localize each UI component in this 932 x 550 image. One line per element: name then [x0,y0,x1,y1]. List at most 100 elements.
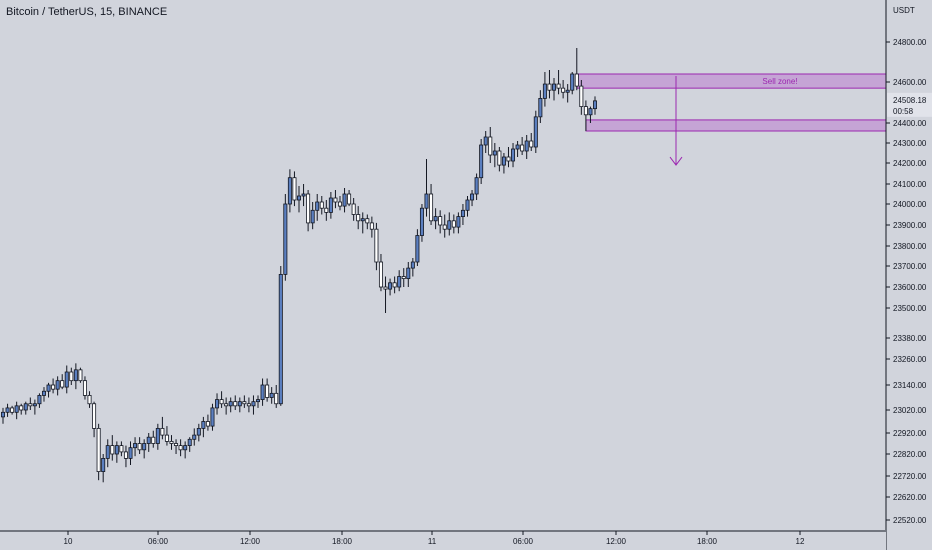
candle-body [242,401,247,405]
candle-body [101,457,106,472]
price-tick-label: 23020.00 [893,406,927,415]
candle-body [174,443,179,446]
time-tick-label: 11 [428,537,437,546]
candle-body [41,390,46,396]
candle-body [192,434,197,440]
candle-body [73,369,78,382]
candle-body [310,209,315,224]
candle-body [460,209,465,218]
candle-body [205,421,210,427]
candle-body [224,403,229,407]
candle-body [228,401,233,407]
candle-body [78,369,83,382]
candle-body [265,384,270,398]
candle-body [492,150,497,156]
candle-body [315,201,320,211]
candle-body [119,445,124,453]
candle-body [183,445,188,451]
price-tick-label: 22620.00 [893,493,927,502]
price-axis-currency: USDT [893,6,915,15]
price-tick-label: 23500.00 [893,304,927,313]
time-tick-label: 06:00 [513,537,534,546]
candle-body [306,193,311,224]
candle-body [392,282,397,288]
candle-body [23,403,28,411]
candle-body [319,201,324,209]
price-tick-label: 23800.00 [893,242,927,251]
candle-body [201,421,206,429]
candle-body [561,87,566,93]
candle-body [556,83,561,89]
candle-body [151,436,156,444]
candle-body [465,199,470,211]
candle-body [538,98,543,118]
candle-body [456,216,461,228]
price-axis-panel [886,0,932,550]
candle-body [415,235,420,263]
candle-body [28,403,33,407]
candle-body [137,443,142,451]
price-tick-label: 24000.00 [893,200,927,209]
candle-body [369,222,374,230]
candle-body [251,401,256,407]
candle-body [110,445,115,455]
candle-body [479,144,484,179]
candle-body [10,407,15,413]
candle-body [501,156,506,166]
candle-body [105,445,110,459]
price-tick-label: 22920.00 [893,429,927,438]
time-tick-label: 10 [64,537,73,546]
candle-body [424,193,429,209]
candle-body [433,216,438,222]
candle-body [215,399,220,409]
candle-body [451,220,456,228]
candle-body [133,443,138,449]
candle-body [178,445,183,451]
candle-body [333,197,338,203]
candle-body [342,193,347,207]
candle-body [397,276,402,288]
price-tick-label: 23900.00 [893,221,927,230]
candle-body [497,150,502,166]
candle-body [515,144,520,150]
candle-body [324,207,329,213]
candle-body [406,267,411,280]
candle-body [401,276,406,279]
price-tick-label: 24300.00 [893,139,927,148]
candle-body [283,203,288,275]
candle-body [1,411,5,418]
candle-body [92,403,97,429]
time-tick-label: 12 [796,537,805,546]
candle-body [32,403,37,407]
candle-body [37,395,42,405]
candle-body [360,218,365,222]
candle-body [570,73,575,91]
countdown-value: 00:58 [893,107,914,116]
symbol-title: Bitcoin / TetherUS, 15, BINANCE [6,6,168,18]
candle-body [506,156,511,162]
candle-body [429,193,434,222]
candle-body [82,380,87,396]
candle-body [246,403,251,407]
zone-rect [585,119,887,132]
candle-body [337,201,342,207]
candle-body [520,144,525,152]
price-tick-label: 22820.00 [893,450,927,459]
candle-body [547,83,552,91]
candle-body [374,228,379,263]
candle-body [347,193,352,205]
candle-body [593,100,597,110]
candle-body [64,371,69,388]
price-tick-label: 22720.00 [893,472,927,481]
candle-body [269,392,274,398]
candle-body [114,445,119,455]
candle-body [533,116,538,148]
candle-body [219,399,224,405]
price-tick-label: 23600.00 [893,283,927,292]
candle-body [160,427,165,436]
candle-body [278,273,283,405]
candle-body [19,405,24,411]
